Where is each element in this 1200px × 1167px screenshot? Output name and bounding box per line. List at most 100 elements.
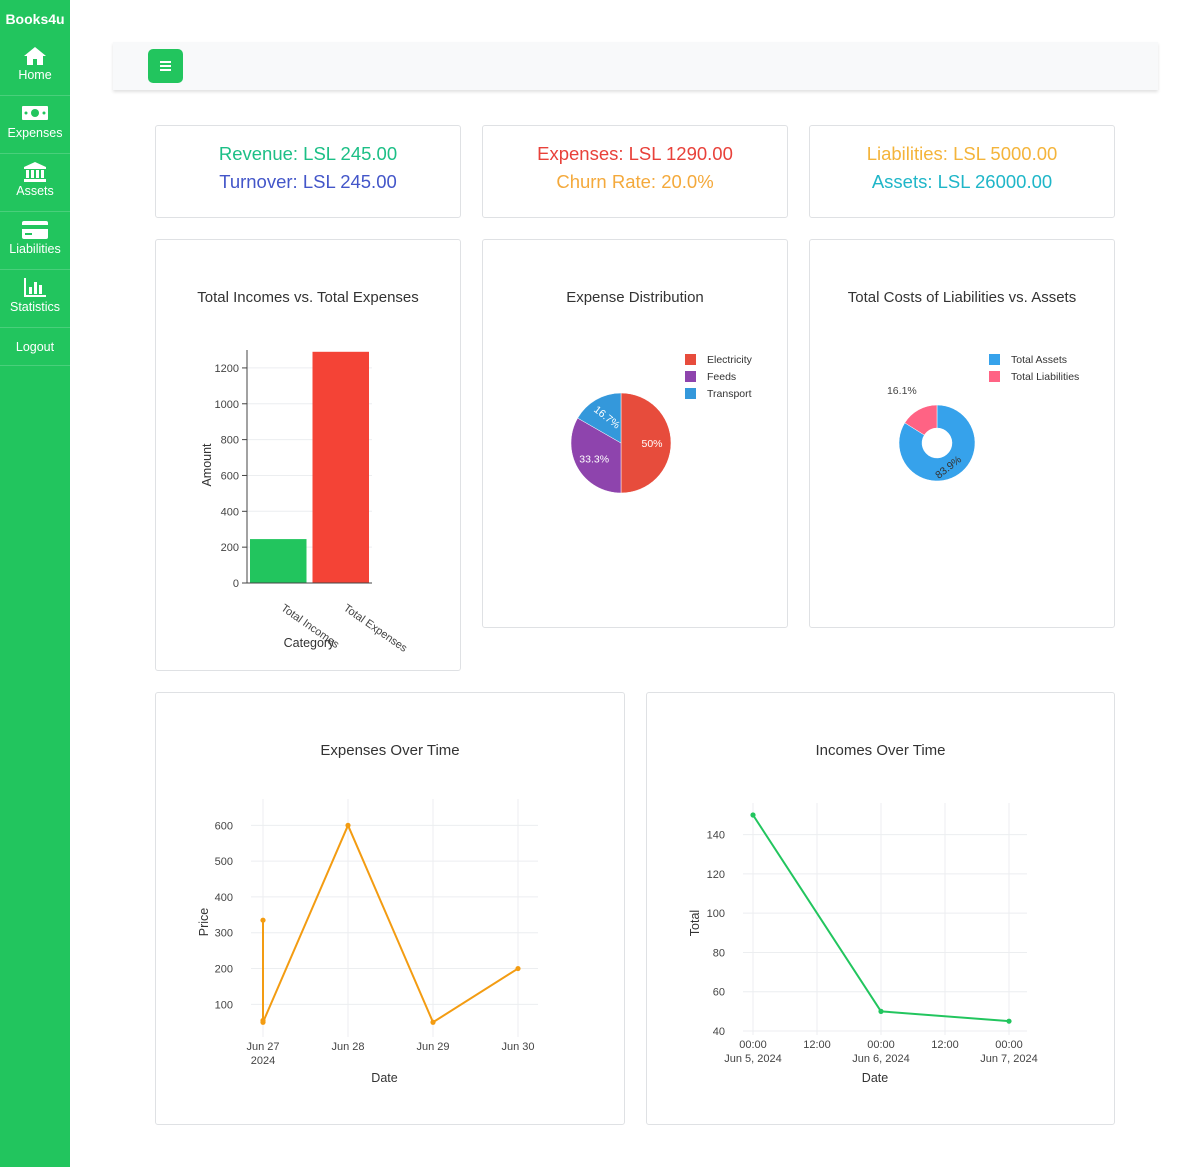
bar-total-incomes [250,539,307,583]
legend-swatch [685,371,696,382]
slice-total-assets [898,404,976,482]
x-axis-label: Date [371,1071,397,1085]
y-tick-label: 80 [713,947,725,959]
liabilities-value: Liabilities: LSL 5000.00 [866,143,1058,164]
chart-title: Total Incomes vs. Total Expenses [197,289,419,306]
legend-swatch [989,371,1000,382]
legend-label: Total Assets [1011,354,1067,366]
incomes-line-chart: 40 60 80 100 120 140 00:00 Jun 5, 2024 12:00 00:0… [688,803,1038,1085]
x-tick-label: 12:00 [931,1039,959,1051]
sidebar-item-label: Liabilities [9,242,61,256]
data-point [1006,1018,1012,1024]
churn-rate-value: Churn Rate: 20.0% [556,171,714,192]
legend-label: Feeds [707,371,736,383]
x-tick-label: Total Expenses [341,602,409,655]
x-tick-label: 00:00 [995,1039,1023,1051]
slice-value-label: 33.3% [579,454,609,466]
bar-total-expenses [312,351,369,583]
y-axis-label: Price [197,908,211,937]
slice-transport [577,392,622,444]
hamburger-icon-line [160,65,171,67]
sidebar-item-logout[interactable]: Logout [0,328,70,366]
turnover-value: Turnover: LSL 245.00 [219,171,397,192]
legend-swatch [989,354,1000,365]
sidebar-item-liabilities[interactable]: Liabilities [0,212,70,270]
x-tick-label: Jun 30 [501,1041,534,1053]
data-point [430,1019,436,1025]
y-tick-label: 1000 [215,399,239,411]
y-tick-label: 500 [215,856,233,868]
revenue-value: Revenue: LSL 245.00 [218,143,398,164]
x-tick-label: Jun 27 [246,1041,279,1053]
sidebar-item-label: Statistics [9,300,60,314]
sidebar-item-home[interactable]: Home [0,38,70,96]
legend-swatch [685,388,696,399]
x-tick-label: 00:00 [867,1039,895,1051]
data-point [345,822,351,828]
x-tick-sublabel: Jun 7, 2024 [980,1053,1038,1065]
x-tick-sublabel: 2024 [251,1055,275,1067]
y-tick-label: 100 [215,999,233,1011]
legend-label: Electricity [707,354,753,366]
assets-value: Assets: LSL 26000.00 [871,171,1053,192]
chart-title: Incomes Over Time [815,742,946,759]
y-axis-label: Amount [200,443,214,487]
y-tick-label: 40 [713,1026,725,1038]
y-tick-label: 120 [707,869,725,881]
slice-total-liabilities [904,404,938,436]
x-tick-sublabel: Jun 6, 2024 [852,1053,910,1065]
y-axis-label: Total [688,910,702,936]
bank-icon [0,154,70,184]
data-point [260,917,266,923]
sidebar-item-label: Assets [16,184,54,198]
legend-swatch [685,354,696,365]
y-tick-label: 100 [707,908,725,920]
home-icon [0,38,70,68]
y-tick-label: 200 [221,542,239,554]
sidebar-item-label: Expenses [7,126,63,140]
expenses-value: Expenses: LSL 1290.00 [537,143,733,164]
chart-title: Expense Distribution [566,289,704,306]
sidebar-item-assets[interactable]: Assets [0,154,70,212]
money-bill-icon [0,96,70,126]
sidebar-item-expenses[interactable]: Expenses [0,96,70,154]
y-tick-label: 400 [215,892,233,904]
x-tick-label: 00:00 [739,1039,767,1051]
slice-value-label: 16.1% [887,385,917,397]
y-tick-label: 60 [713,987,725,999]
sidebar-item-statistics[interactable]: Statistics [0,270,70,328]
y-tick-label: 400 [221,506,239,518]
x-axis-label: Category [284,636,335,650]
y-tick-label: 200 [215,964,233,976]
chart-title: Total Costs of Liabilities vs. Assets [847,289,1077,306]
slice-electricity [620,392,672,494]
menu-toggle-button[interactable] [148,49,183,83]
expense-distribution-card: Expense Distribution 50% Electricity 33.3%… [482,239,788,628]
series-line [262,822,519,1024]
data-point [750,812,756,818]
incomes-vs-expenses-card: Total Incomes vs. Total Expenses 0 200 400… [155,239,461,671]
x-tick-label: 12:00 [803,1039,831,1051]
data-point [515,965,521,972]
x-tick-sublabel: Jun 5, 2024 [724,1053,782,1065]
legend-label: Total Liabilities [1011,371,1079,383]
chart-title: Expenses Over Time [320,742,460,759]
incomes-over-time-card: Incomes Over Time 40 60 80 100 120 140 00:00 Ju… [646,692,1115,1125]
brand-logo[interactable]: Books4u [5,11,65,27]
credit-card-icon [0,212,70,242]
y-tick-label: 800 [221,435,239,447]
data-point [260,1019,266,1025]
revenue-stat-card: Revenue: LSL 245.00 Turnover: LSL 245.00 [155,125,461,218]
y-tick-label: 300 [215,928,233,940]
slice-value-label: 50% [641,438,662,450]
y-tick-label: 600 [221,470,239,482]
y-tick-label: 1200 [215,363,239,375]
hamburger-icon [160,61,171,63]
x-tick-label: Jun 28 [331,1041,364,1053]
data-point [878,1008,884,1014]
sidebar: Books4u Home Expenses Assets Liabilities… [0,0,70,1167]
hamburger-icon-line [160,69,171,71]
sidebar-item-label: Logout [15,340,55,354]
